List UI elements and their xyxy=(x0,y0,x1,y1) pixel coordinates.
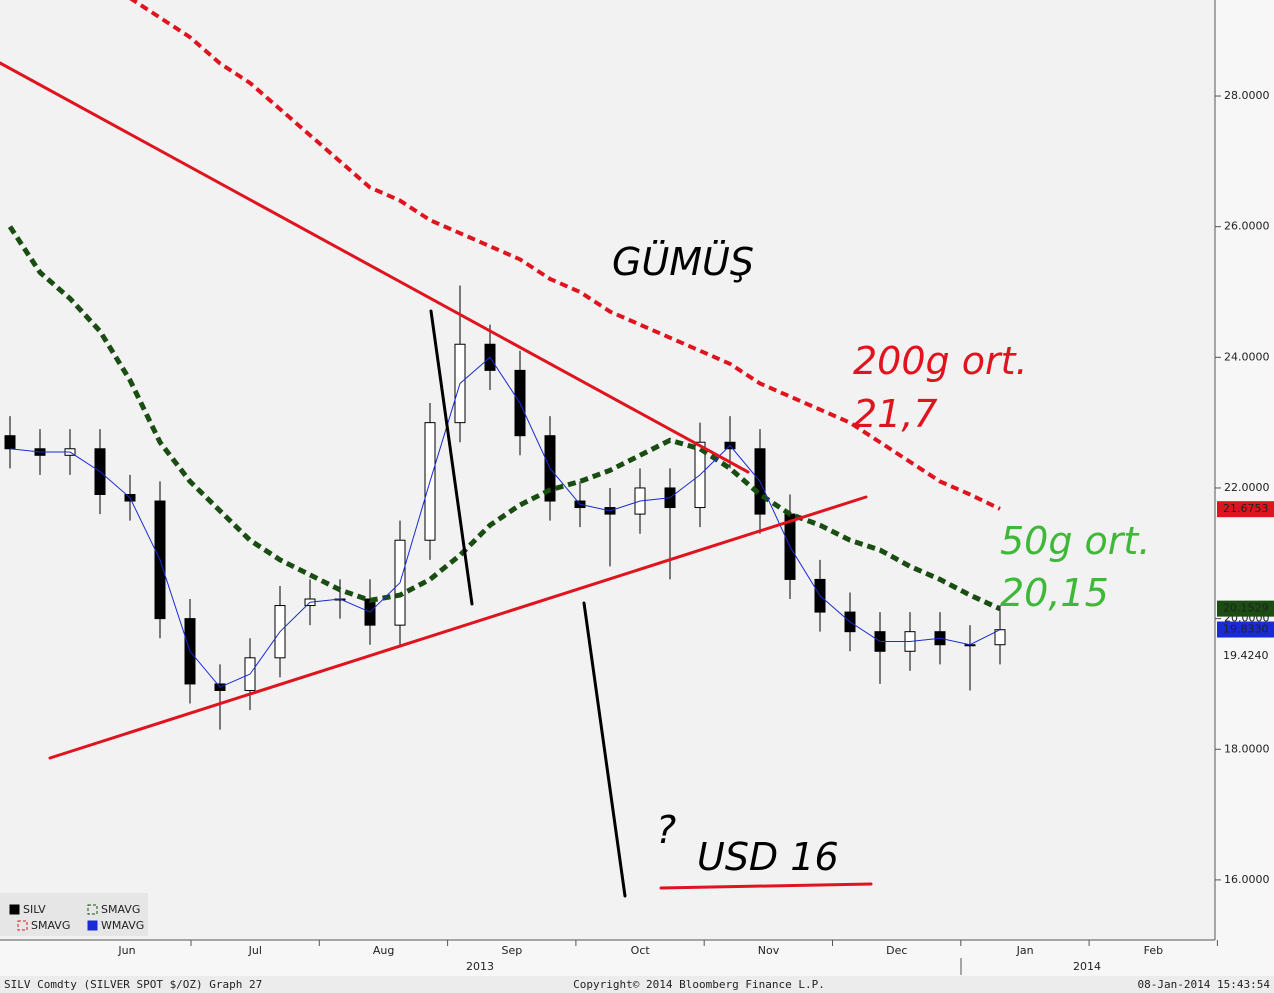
resistance-line xyxy=(0,61,750,474)
footer-bar xyxy=(0,976,1274,993)
y-tick-label: 16.0000 xyxy=(1224,873,1270,886)
support-line xyxy=(48,495,868,760)
footer-center: Copyright© 2014 Bloomberg Finance L.P. xyxy=(573,978,825,991)
ma-line xyxy=(129,0,1001,511)
y-tick-label: 26.0000 xyxy=(1224,220,1270,233)
footer-right: 08-Jan-2014 15:43:54 xyxy=(1138,978,1271,991)
x-tick-label: Jan xyxy=(1016,944,1034,957)
price-label: 19.4240 xyxy=(1223,649,1269,662)
legend-label: SILV xyxy=(23,903,46,916)
annotation: 20,15 xyxy=(1000,571,1109,615)
legend-swatch xyxy=(17,920,28,931)
annotation: ? xyxy=(656,808,676,852)
year-label: 2013 xyxy=(466,960,494,973)
legend-swatch xyxy=(9,904,20,915)
target-level-line xyxy=(659,882,873,890)
legend-box xyxy=(0,893,148,936)
x-tick-label: Aug xyxy=(373,944,394,957)
annotation: USD 16 xyxy=(697,835,839,879)
annotation: 50g ort. xyxy=(1000,519,1150,563)
trend-lines xyxy=(0,61,873,898)
legend: SILV SMAVG SMAVG WMAVG xyxy=(9,903,144,932)
annotation: 21,7 xyxy=(853,392,938,436)
price-label: 21.6753 xyxy=(1223,502,1269,515)
price-label: 20.1529 xyxy=(1223,602,1269,615)
y-tick-label: 24.0000 xyxy=(1224,350,1270,363)
plot xyxy=(4,0,1006,730)
annotation: GÜMÜŞ xyxy=(612,240,754,284)
y-tick-label: 28.0000 xyxy=(1224,89,1270,102)
x-tick-label: Nov xyxy=(758,944,780,957)
price-label-box xyxy=(1217,501,1274,518)
x-tick-label: Feb xyxy=(1144,944,1163,957)
ma-line xyxy=(7,225,1002,612)
x-tick-label: Dec xyxy=(886,944,907,957)
legend-swatch xyxy=(87,904,98,915)
y-tick-label: 18.0000 xyxy=(1224,742,1270,755)
annotation: 200g ort. xyxy=(853,339,1028,383)
candle-body xyxy=(4,435,16,450)
legend-label: SMAVG xyxy=(31,919,70,932)
x-tick-label: Jun xyxy=(117,944,135,957)
pole-line xyxy=(429,309,474,606)
price-label-box xyxy=(1217,621,1274,638)
y-tick-label: 22.0000 xyxy=(1224,481,1270,494)
legend-label: SMAVG xyxy=(101,903,140,916)
y-axis-panel xyxy=(1215,0,1274,940)
x-tick-label: Sep xyxy=(502,944,523,957)
x-tick-label: Oct xyxy=(631,944,651,957)
target-line xyxy=(582,601,627,898)
ma-line xyxy=(9,356,1001,688)
legend-swatch xyxy=(87,920,98,931)
price-label-box xyxy=(1217,600,1274,617)
legend-label: WMAVG xyxy=(101,919,144,932)
year-label: 2014 xyxy=(1073,960,1101,973)
x-tick-label: Jul xyxy=(248,944,262,957)
x-axis-panel xyxy=(0,940,1274,976)
price-label: 19.8330 xyxy=(1223,623,1269,636)
footer-left: SILV Comdty (SILVER SPOT $/OZ) Graph 27 xyxy=(4,978,262,991)
